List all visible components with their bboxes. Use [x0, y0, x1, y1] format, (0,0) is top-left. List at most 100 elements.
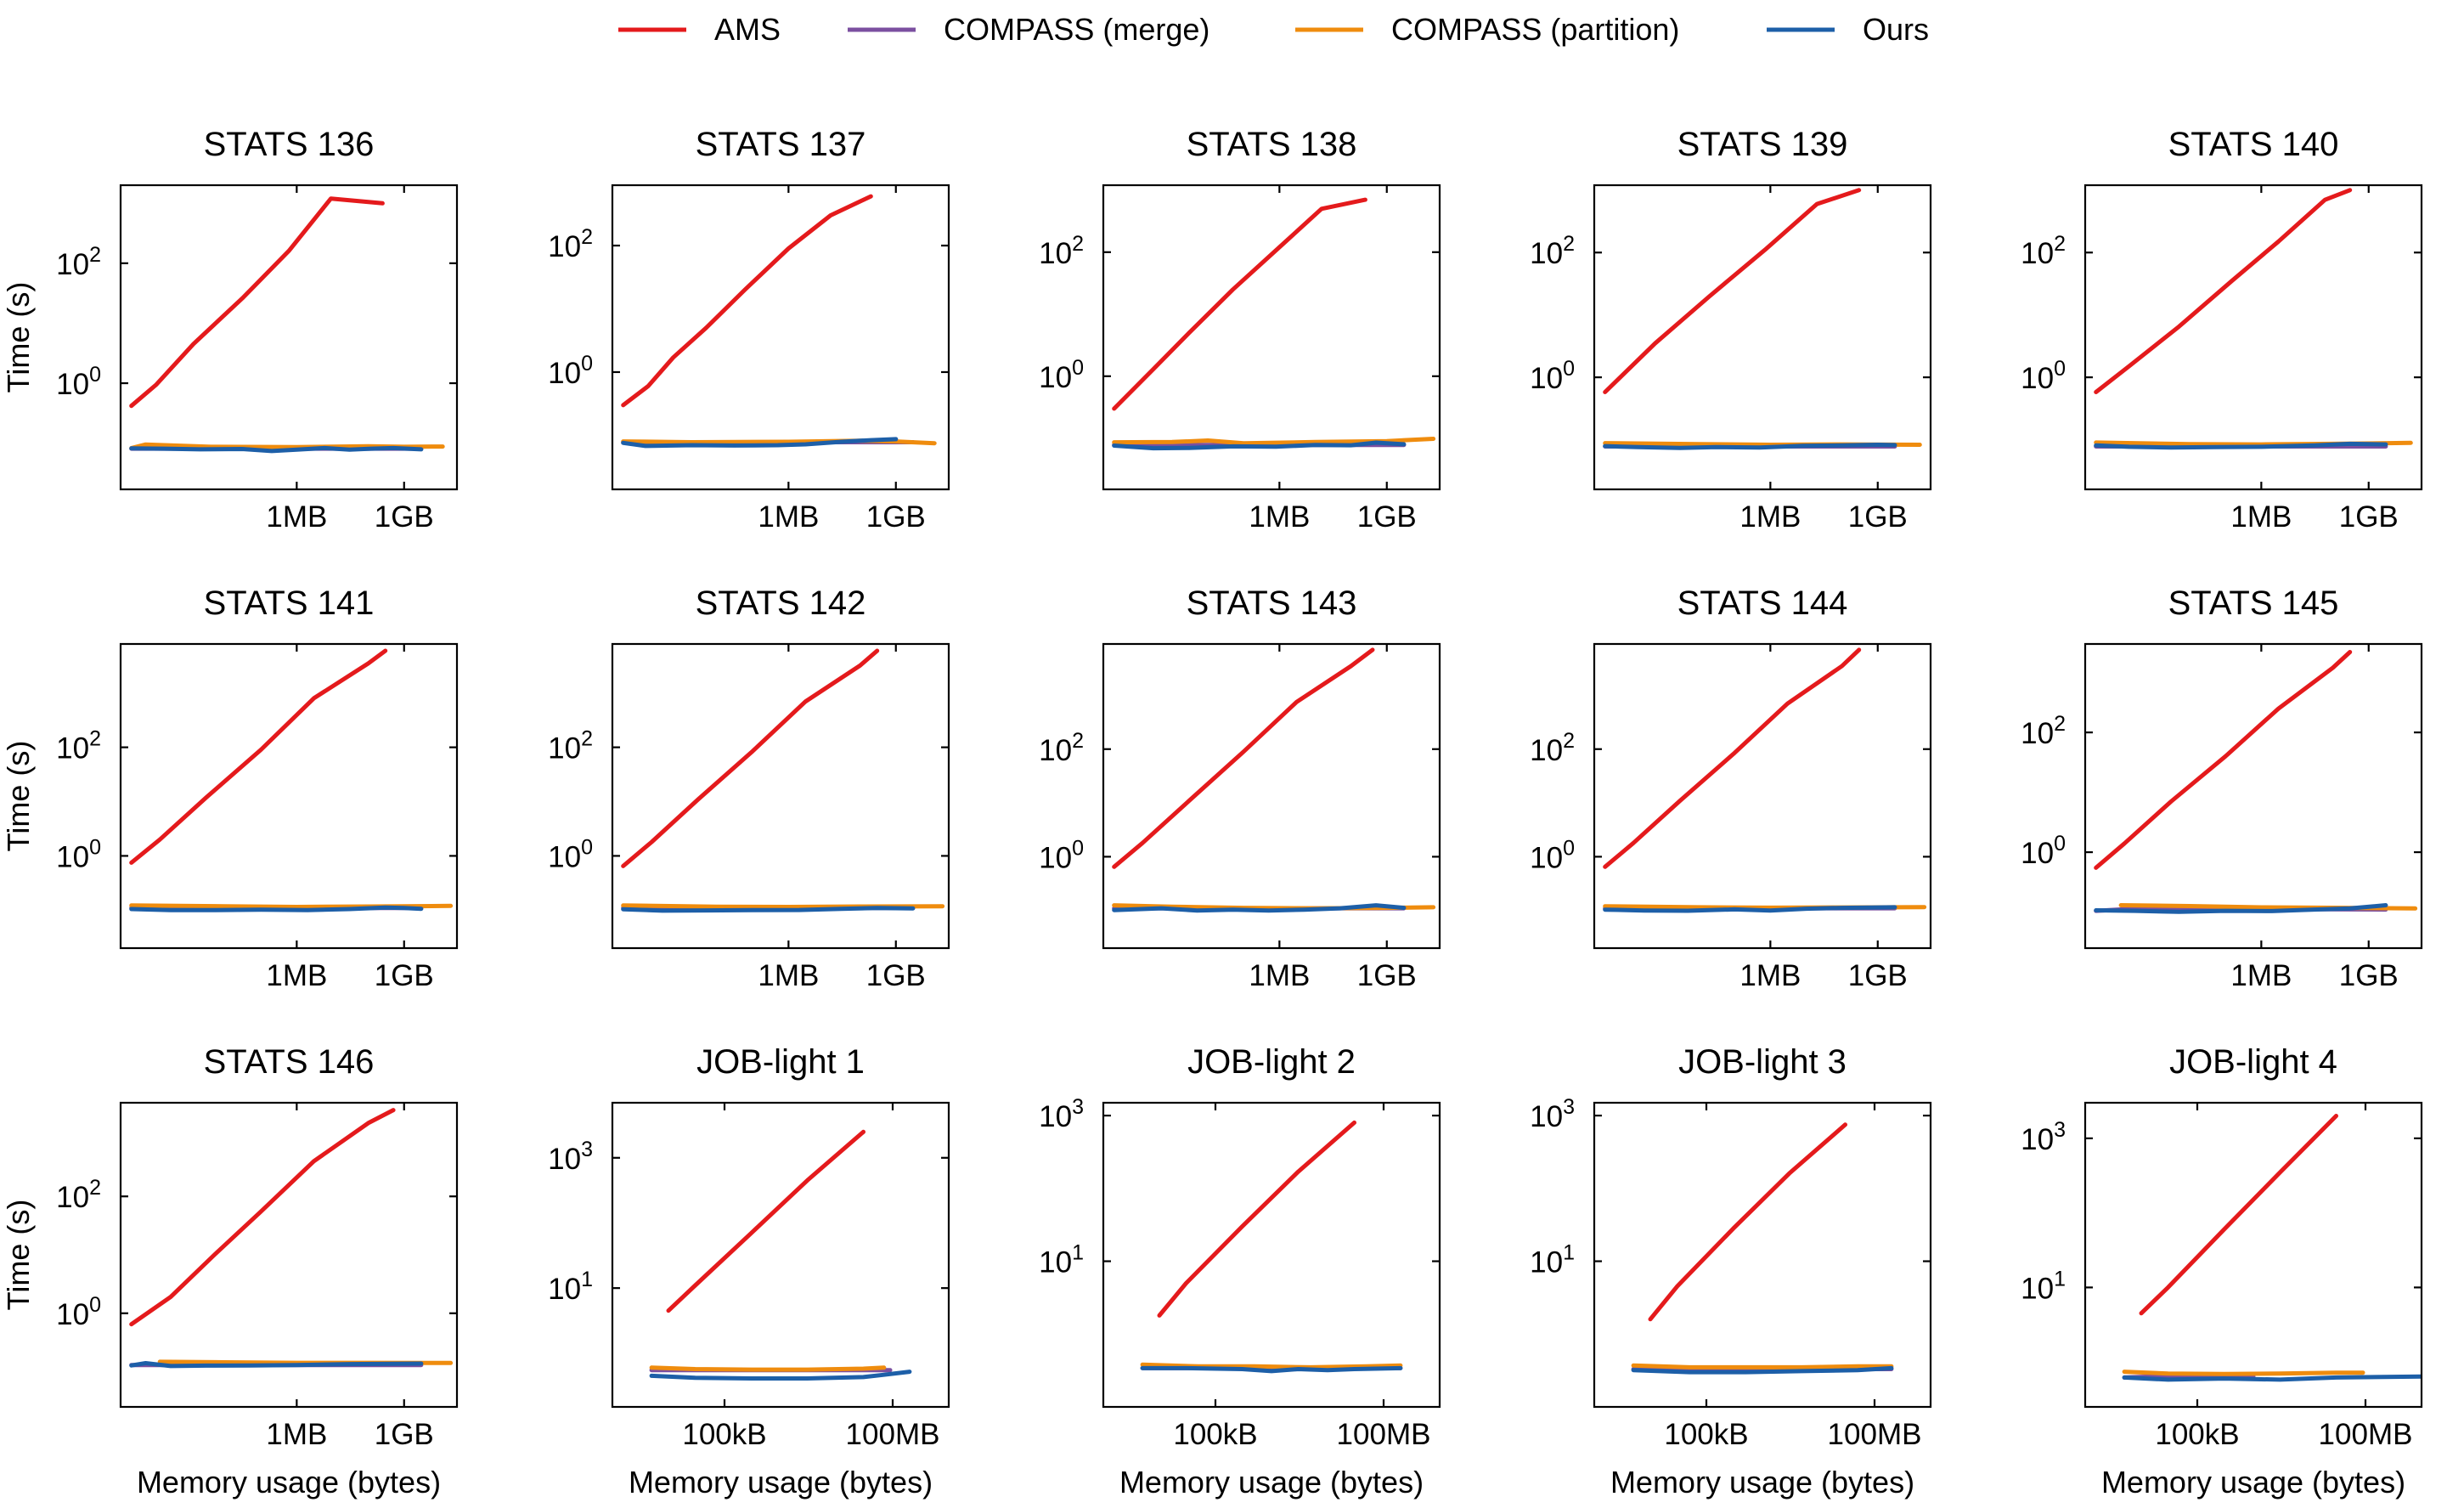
series-line-ours: [1112, 903, 1407, 913]
legend-label: COMPASS (partition): [1391, 12, 1679, 47]
x-tick-label: 100kB: [1173, 1418, 1257, 1451]
x-tick-label: 1MB: [1739, 500, 1801, 534]
y-tick-exponent: 1: [581, 1268, 593, 1291]
series-line-ams: [2094, 188, 2353, 394]
y-tick-base: 10: [1530, 237, 1563, 270]
y-tick-label: 102: [1530, 232, 1575, 270]
y-tick-exponent: 3: [2054, 1118, 2066, 1142]
x-tick-label: 1MB: [758, 959, 819, 992]
series-group: [621, 194, 937, 449]
series-line-ours: [2094, 903, 2388, 914]
y-tick-label: 100: [548, 352, 593, 390]
y-tick-label: 103: [548, 1138, 593, 1176]
series-line-compass-partition: [1112, 437, 1436, 446]
y-tick-base: 10: [56, 1181, 89, 1214]
series-line-ours: [1140, 1365, 1403, 1374]
series-line-ours: [2122, 1374, 2422, 1382]
y-tick-exponent: 2: [581, 727, 593, 751]
x-tick-label: 1GB: [1848, 959, 1908, 992]
series-line-ours: [621, 906, 916, 913]
subplot-title: STATS 137: [696, 126, 866, 163]
y-tick-exponent: 3: [1072, 1095, 1084, 1119]
x-tick-label: 100kB: [682, 1418, 766, 1451]
series-group: [1603, 647, 1927, 913]
series-line-ams: [1112, 647, 1375, 869]
series-group: [129, 1108, 454, 1369]
plot-frame: [1102, 642, 1441, 950]
x-tick-label: 1MB: [2230, 500, 2292, 534]
y-tick-label: 100: [1039, 356, 1084, 394]
subplot-title: STATS 146: [204, 1043, 375, 1081]
series-line-ours: [129, 1361, 424, 1369]
plot-frame: [1102, 1101, 1441, 1409]
plot-frame: [611, 642, 950, 950]
subplot-title: STATS 141: [204, 585, 375, 622]
y-tick-base: 10: [56, 840, 89, 873]
legend-label: Ours: [1863, 12, 1929, 47]
series-line-ours: [1603, 905, 1897, 913]
series-line-ours: [621, 437, 899, 449]
y-tick-base: 10: [2021, 1272, 2054, 1305]
series-line-ours: [129, 445, 424, 454]
x-tick-label: 1MB: [2230, 959, 2292, 992]
y-tick-base: 10: [1530, 841, 1563, 874]
y-tick-base: 10: [1530, 1246, 1563, 1279]
y-tick-base: 10: [1530, 734, 1563, 767]
x-axis-label: Memory usage (bytes): [137, 1465, 441, 1500]
y-tick-base: 10: [56, 248, 89, 281]
y-tick-base: 10: [1530, 362, 1563, 395]
series-line-ams: [129, 196, 385, 409]
series-line-ams: [129, 1108, 396, 1327]
series-line-ours: [1112, 440, 1407, 451]
y-tick-base: 10: [548, 840, 581, 873]
legend: AMS COMPASS (merge) COMPASS (partition) Our…: [618, 12, 1929, 47]
y-tick-exponent: 0: [1072, 356, 1084, 380]
legend-item-1: COMPASS (merge): [848, 12, 1209, 47]
x-tick-label: 1GB: [1848, 500, 1908, 534]
y-tick-exponent: 0: [2054, 832, 2066, 856]
y-tick-label: 103: [1039, 1095, 1084, 1133]
y-tick-label: 101: [1530, 1241, 1575, 1279]
plot-frame: [119, 184, 459, 491]
y-tick-label: 103: [1530, 1095, 1575, 1133]
y-tick-base: 10: [548, 230, 581, 263]
series-line-ams: [666, 1129, 866, 1313]
series-line-compass-partition: [2122, 1370, 2365, 1376]
y-tick-exponent: 2: [89, 727, 101, 751]
plot-frame: [2083, 184, 2423, 491]
y-tick-label: 100: [548, 835, 593, 873]
y-tick-base: 10: [56, 1298, 89, 1331]
x-tick-label: 100MB: [846, 1418, 940, 1451]
subplot-title: STATS 140: [2168, 126, 2339, 163]
series-line-compass-partition: [1631, 1363, 1894, 1370]
series-line-ams: [621, 194, 873, 408]
series-line-ams: [621, 648, 880, 868]
series-line-ams: [1603, 647, 1862, 869]
y-tick-exponent: 1: [1563, 1241, 1575, 1265]
plot-frame: [611, 184, 950, 491]
y-tick-exponent: 0: [581, 835, 593, 859]
y-tick-base: 10: [1039, 734, 1072, 767]
x-axis-label: Memory usage (bytes): [1119, 1465, 1424, 1500]
plot-frame: [1593, 184, 1932, 491]
y-tick-label: 102: [1039, 232, 1084, 270]
x-tick-label: 1MB: [758, 500, 819, 534]
y-tick-base: 10: [2021, 1123, 2054, 1156]
legend-label: AMS: [714, 12, 781, 47]
subplot-title: STATS 143: [1187, 585, 1357, 622]
subplot-title: JOB-light 3: [1678, 1043, 1847, 1081]
series-group: [1140, 1120, 1403, 1374]
y-tick-base: 10: [2021, 837, 2054, 870]
subplot-title: STATS 144: [1677, 585, 1848, 622]
x-axis-label: Memory usage (bytes): [1610, 1465, 1914, 1500]
y-tick-label: 102: [548, 727, 593, 765]
